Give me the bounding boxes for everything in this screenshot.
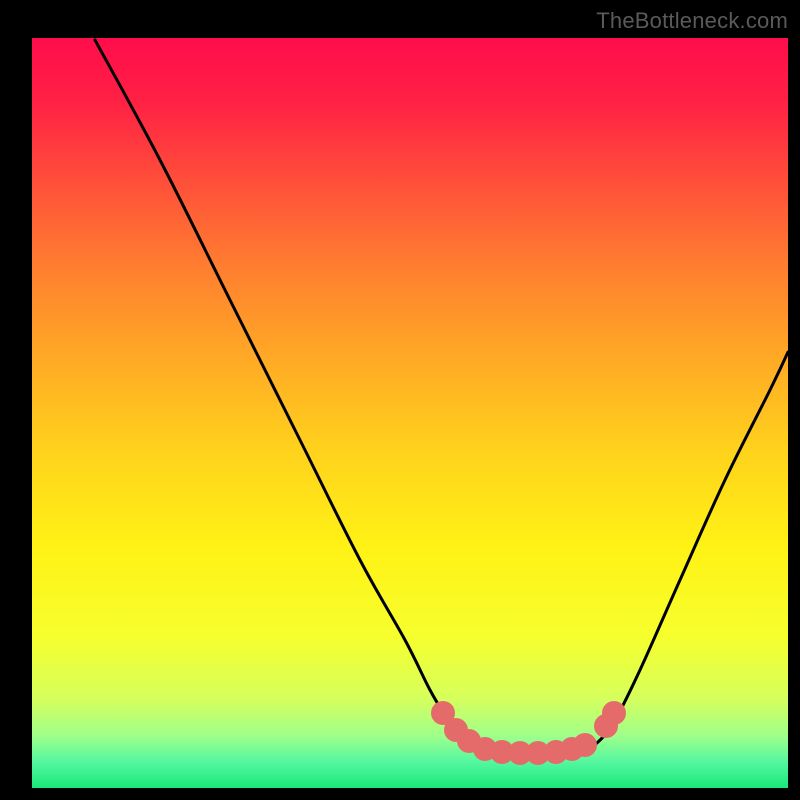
valley-marker: [573, 733, 597, 757]
valley-marker: [602, 701, 626, 725]
curve-path: [95, 40, 788, 753]
bottleneck-curve: [0, 0, 800, 800]
chart-stage: TheBottleneck.com: [0, 0, 800, 800]
watermark-text: TheBottleneck.com: [596, 8, 788, 34]
